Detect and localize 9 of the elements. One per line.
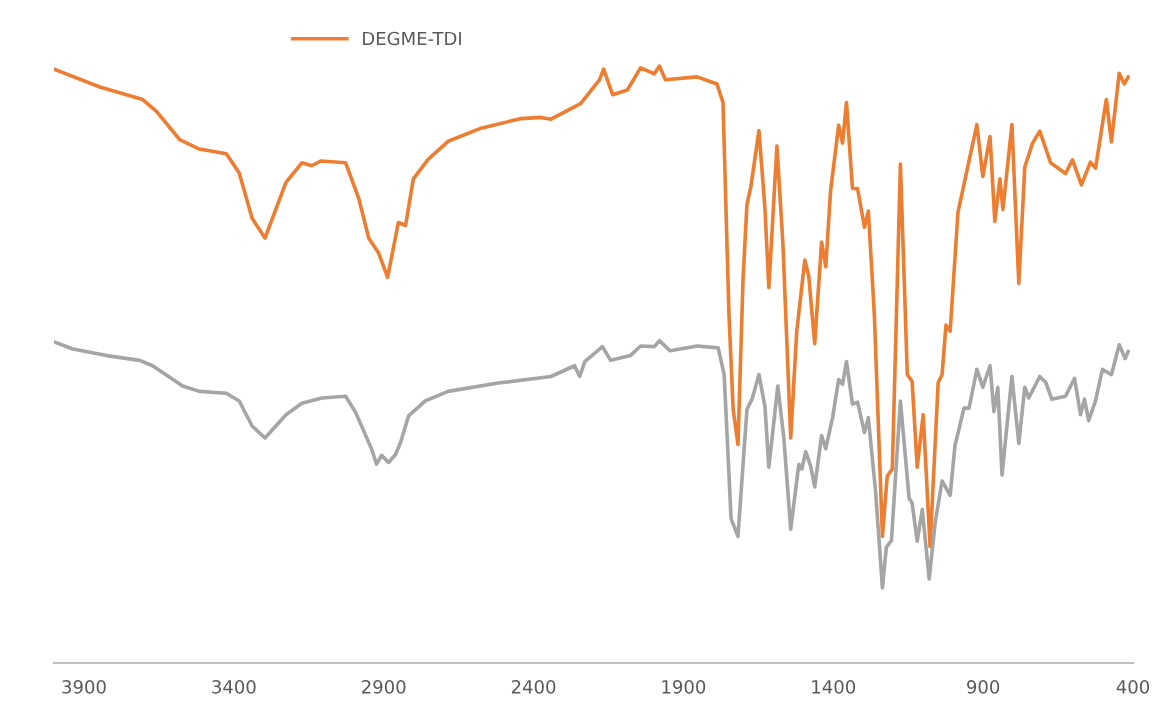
x-tick-label: 2900: [362, 679, 406, 694]
legend-label: DEGME-TDI: [363, 31, 461, 46]
x-tick-label: 400: [1116, 679, 1150, 694]
x-tick-label: 3900: [62, 679, 106, 694]
x-tick-label: 3400: [212, 679, 256, 694]
x-tick-label: 2400: [511, 679, 556, 694]
x-tick-label: 1400: [812, 679, 856, 694]
x-tick-label: 1900: [662, 679, 706, 694]
x-tick-label: 900: [967, 679, 1000, 694]
